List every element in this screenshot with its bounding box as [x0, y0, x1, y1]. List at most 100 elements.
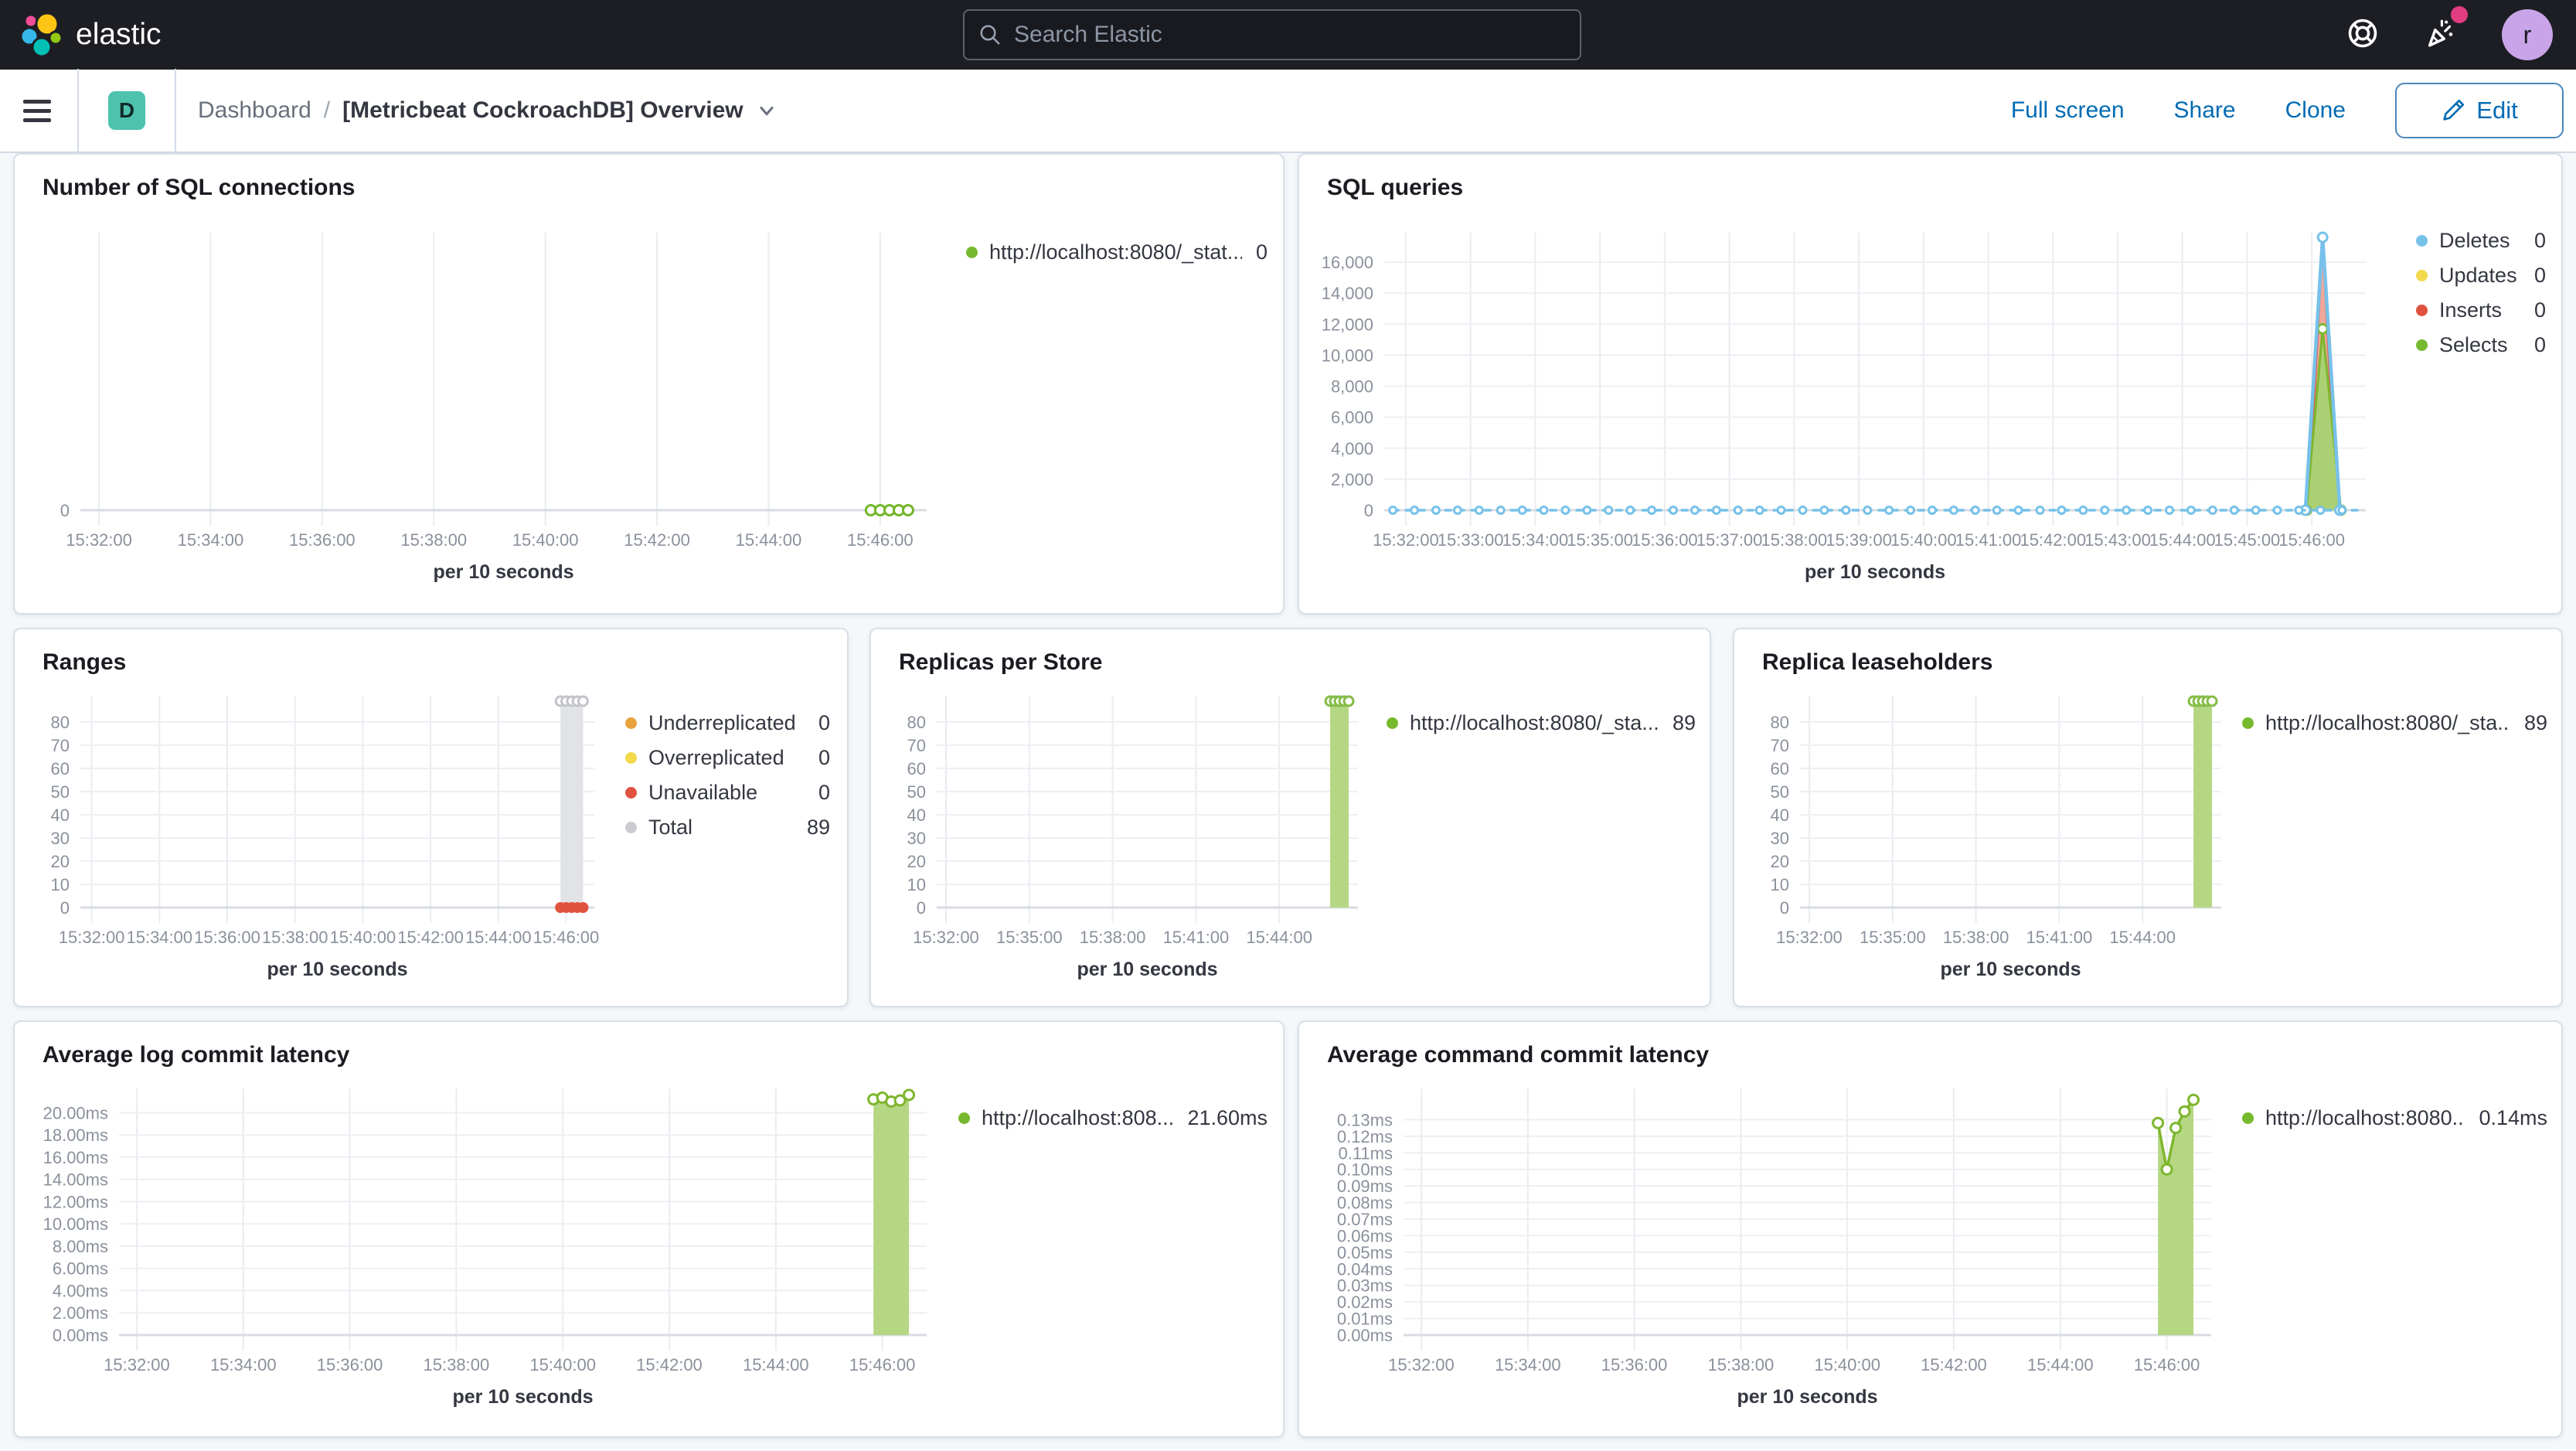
breadcrumb-separator: / — [323, 97, 331, 123]
legend-item[interactable]: http://localhost:808... 21.60ms — [958, 1105, 1268, 1130]
legend-item[interactable]: http://localhost:8080... 0.14ms — [2242, 1105, 2547, 1130]
svg-text:40: 40 — [1771, 806, 1789, 825]
legend-label: Underreplicated — [648, 710, 796, 734]
legend-dot — [625, 751, 637, 764]
search-icon — [980, 25, 1000, 45]
full-screen-button[interactable]: Full screen — [2010, 97, 2125, 123]
svg-text:0.09ms: 0.09ms — [1337, 1177, 1393, 1196]
legend-item[interactable]: Deletes 0 — [2416, 228, 2546, 253]
svg-text:15:44:00: 15:44:00 — [1246, 928, 1312, 947]
legend-label: http://localhost:8080/_stat... — [989, 240, 1242, 264]
panel-title[interactable]: SQL queries — [1327, 175, 1464, 200]
panel-title[interactable]: Average log commit latency — [43, 1042, 350, 1068]
panel-title[interactable]: Number of SQL connections — [43, 175, 356, 200]
svg-text:15:46:00: 15:46:00 — [533, 928, 600, 947]
chart-avg-command-commit-latency[interactable]: 15:32:00 15:34:00 15:36:00 15:38:00 15:40:00… — [1307, 1084, 2234, 1416]
chart-sql-connections[interactable]: 15:32:00 15:34:00 15:36:00 15:38:00 15:40:00… — [22, 224, 950, 595]
legend-label: Deletes — [2439, 228, 2510, 252]
svg-text:15:32:00: 15:32:00 — [1776, 928, 1843, 947]
edit-button[interactable]: Edit — [2395, 83, 2564, 138]
legend-label: Updates — [2439, 263, 2517, 287]
legend-item[interactable]: Updates 0 — [2416, 263, 2546, 288]
avatar[interactable]: r — [2502, 9, 2553, 60]
legend-item[interactable]: Total 89 — [625, 815, 830, 840]
svg-text:50: 50 — [51, 782, 70, 802]
panel-title[interactable]: Average command commit latency — [1327, 1042, 1710, 1068]
chart-legend: http://localhost:8080/_stat... 0 — [966, 240, 1268, 264]
svg-text:0.10ms: 0.10ms — [1337, 1160, 1393, 1180]
svg-text:per 10 seconds: per 10 seconds — [1940, 959, 2081, 980]
legend-dot — [625, 717, 637, 729]
help-icon[interactable] — [2346, 16, 2380, 54]
svg-text:per 10 seconds: per 10 seconds — [452, 1386, 593, 1408]
svg-text:0.08ms: 0.08ms — [1337, 1194, 1393, 1213]
panel-title[interactable]: Replica leaseholders — [1762, 649, 1993, 675]
chart-legend: http://localhost:8080/_sta... 89 — [2242, 710, 2547, 735]
legend-item[interactable]: Inserts 0 — [2416, 298, 2546, 322]
notification-dot — [2451, 5, 2468, 23]
svg-text:15:35:00: 15:35:00 — [1567, 530, 1633, 550]
legend-item[interactable]: Overreplicated 0 — [625, 745, 830, 770]
svg-text:15:44:00: 15:44:00 — [2149, 530, 2216, 550]
legend-item[interactable]: http://localhost:8080/_sta... 89 — [2242, 710, 2547, 735]
legend-item[interactable]: Underreplicated 0 — [625, 710, 830, 735]
share-button[interactable]: Share — [2173, 97, 2236, 123]
legend-item[interactable]: Selects 0 — [2416, 332, 2546, 357]
svg-text:15:34:00: 15:34:00 — [178, 530, 244, 550]
svg-text:15:42:00: 15:42:00 — [1921, 1355, 1987, 1374]
breadcrumb-dashboard[interactable]: Dashboard — [198, 97, 311, 123]
panel-avg-command-commit-latency: Average command commit latency 15:32:00 1… — [1298, 1020, 2563, 1438]
svg-text:0.02ms: 0.02ms — [1337, 1293, 1393, 1312]
panel-replicas-per-store: Replicas per Store 15:32:00 15:35:00 15:38… — [869, 628, 1711, 1007]
chart-replicas-per-store[interactable]: 15:32:00 15:35:00 15:38:00 15:41:00 15:44:00… — [879, 691, 1381, 1000]
svg-text:80: 80 — [51, 713, 70, 732]
panel-title[interactable]: Ranges — [43, 649, 127, 675]
chart-sql-queries[interactable]: 15:32:0015:33:0015:34:0015:35:0015:36:00… — [1307, 224, 2389, 595]
svg-text:15:32:00: 15:32:00 — [913, 928, 979, 947]
global-search[interactable] — [963, 9, 1581, 60]
legend-value: 0 — [818, 710, 830, 734]
clone-button[interactable]: Clone — [2285, 97, 2346, 123]
svg-text:15:32:00: 15:32:00 — [104, 1355, 170, 1374]
news-icon[interactable] — [2423, 5, 2468, 55]
svg-text:2.00ms: 2.00ms — [53, 1303, 108, 1323]
svg-text:15:34:00: 15:34:00 — [1502, 530, 1569, 550]
svg-text:15:39:00: 15:39:00 — [1826, 530, 1892, 550]
panel-title[interactable]: Replicas per Store — [899, 649, 1103, 675]
svg-text:18.00ms: 18.00ms — [43, 1126, 108, 1145]
svg-text:15:40:00: 15:40:00 — [1814, 1355, 1880, 1374]
svg-text:4.00ms: 4.00ms — [53, 1281, 108, 1300]
legend-item[interactable]: http://localhost:8080/_sta... 89 — [1387, 710, 1696, 735]
svg-text:50: 50 — [1771, 782, 1789, 802]
search-input[interactable] — [1014, 22, 1566, 48]
breadcrumb: Dashboard / [Metricbeat CockroachDB] Ove… — [198, 97, 778, 124]
chart-replica-leaseholders[interactable]: 15:32:00 15:35:00 15:38:00 15:41:00 15:44:00… — [1742, 691, 2244, 1000]
svg-text:60: 60 — [907, 759, 926, 778]
svg-text:15:44:00: 15:44:00 — [2027, 1355, 2094, 1374]
legend-dot — [625, 821, 637, 833]
divider — [77, 69, 79, 152]
legend-item[interactable]: Unavailable 0 — [625, 780, 830, 805]
menu-icon[interactable] — [23, 94, 51, 128]
elastic-logo[interactable]: elastic — [20, 12, 162, 57]
svg-text:10: 10 — [907, 875, 926, 894]
legend-value: 0 — [1255, 240, 1268, 264]
legend-item[interactable]: http://localhost:8080/_stat... 0 — [966, 240, 1268, 264]
legend-dot — [2416, 339, 2428, 351]
space-badge[interactable]: D — [108, 91, 145, 130]
svg-text:0: 0 — [1780, 898, 1789, 918]
svg-text:10.00ms: 10.00ms — [43, 1214, 108, 1234]
chart-avg-log-commit-latency[interactable]: 15:32:00 15:34:00 15:36:00 15:38:00 15:40:00… — [22, 1084, 950, 1416]
legend-label: http://localhost:8080... — [2265, 1105, 2465, 1129]
svg-text:15:40:00: 15:40:00 — [330, 928, 396, 947]
chevron-down-icon[interactable] — [756, 100, 778, 121]
svg-text:60: 60 — [51, 759, 70, 778]
svg-text:15:44:00: 15:44:00 — [465, 928, 532, 947]
legend-dot — [2416, 269, 2428, 281]
chart-ranges[interactable]: 15:32:00 15:34:00 15:36:00 15:38:00 15:40:00… — [22, 691, 618, 1000]
svg-text:8,000: 8,000 — [1331, 377, 1373, 397]
svg-text:per 10 seconds: per 10 seconds — [1805, 561, 1945, 583]
svg-text:per 10 seconds: per 10 seconds — [1077, 959, 1217, 980]
legend-value: 0 — [818, 745, 830, 769]
chart-legend: Deletes 0 Updates 0 Inserts 0 Selects 0 — [2416, 228, 2546, 357]
